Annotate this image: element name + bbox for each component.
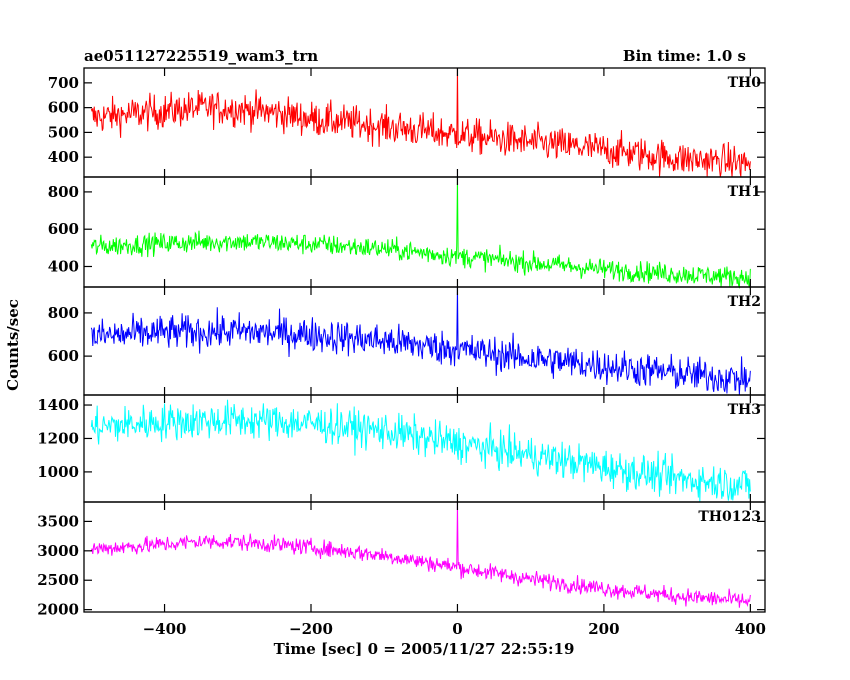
- y-tick-label: 1000: [37, 463, 79, 481]
- chart-title: ae051127225519_wam3_trn: [84, 47, 318, 65]
- y-tick-label: 3500: [37, 512, 79, 530]
- series-line-th0: [90, 67, 751, 178]
- y-tick-label: 3000: [37, 542, 79, 560]
- y-tick-label: 400: [48, 257, 79, 275]
- panels: 400 500 600 700 TH0 400 600 800 TH1 600 800 TH2 1000…: [37, 67, 766, 638]
- y-tick-label: 800: [48, 183, 79, 201]
- y-tick-label: 400: [48, 148, 79, 166]
- series-line-th1: [90, 176, 751, 289]
- panel-label-th1: TH1: [728, 184, 761, 200]
- panel-th0: 400 500 600 700 TH0: [48, 67, 766, 178]
- x-tick-label: −200: [289, 620, 333, 638]
- panel-frame: [83, 67, 766, 178]
- y-tick-label: 2000: [37, 601, 79, 619]
- bin-time-label: Bin time: 1.0 s: [623, 47, 746, 65]
- panel-th0123: 2000 2500 3000 3500 TH0123: [37, 501, 766, 619]
- y-tick-label: 600: [48, 99, 79, 117]
- y-axis-label: Counts/sec: [4, 299, 22, 391]
- panel-th1: 400 600 800 TH1: [48, 176, 766, 289]
- x-tick-label: −400: [143, 620, 187, 638]
- x-tick-label: 200: [588, 620, 619, 638]
- panel-label-th3: TH3: [728, 402, 761, 418]
- panel-label-th0123: TH0123: [698, 509, 761, 525]
- x-axis-label: Time [sec] 0 = 2005/11/27 22:55:19: [274, 640, 575, 658]
- y-tick-label: 1200: [37, 429, 79, 447]
- y-tick-label: 600: [48, 220, 79, 238]
- panel-frame: [83, 501, 766, 613]
- x-tick-label: 0: [452, 620, 462, 638]
- series-line-th2: [90, 286, 751, 395]
- series-line-th3: [90, 399, 751, 503]
- series-line-th0123: [90, 501, 751, 608]
- y-tick-label: 500: [48, 123, 79, 141]
- y-tick-label: 800: [48, 304, 79, 322]
- panel-label-th2: TH2: [728, 294, 761, 310]
- panel-th2: 600 800 TH2: [48, 286, 766, 396]
- y-tick-label: 600: [48, 347, 79, 365]
- y-tick-label: 2500: [37, 571, 79, 589]
- y-tick-label: 1400: [37, 396, 79, 414]
- panel-label-th0: TH0: [728, 75, 762, 91]
- y-tick-label: 700: [48, 74, 79, 92]
- x-tick-label: 400: [735, 620, 766, 638]
- panel-th3: 1000 1200 1400 TH3: [37, 394, 766, 503]
